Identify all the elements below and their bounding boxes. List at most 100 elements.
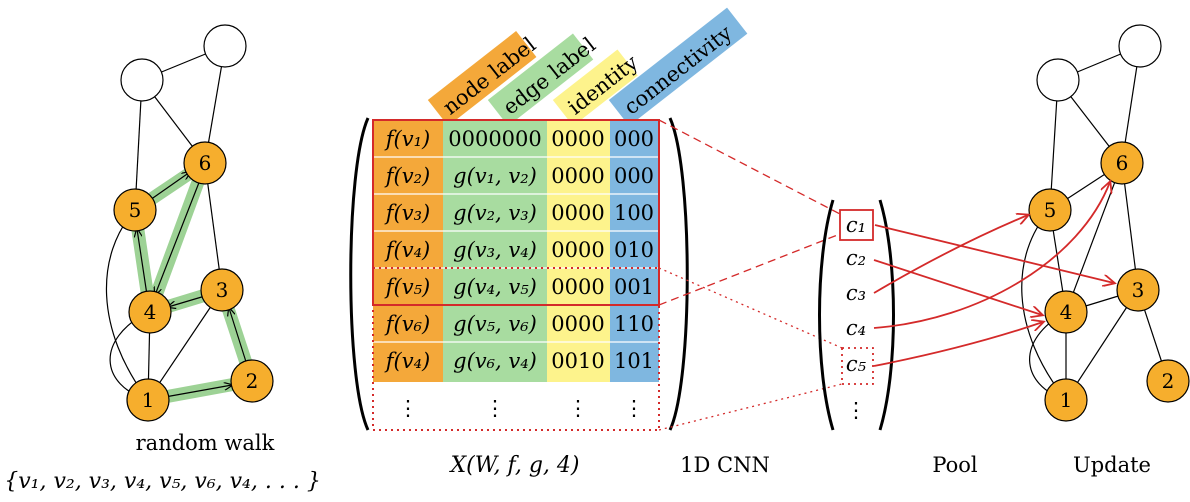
random-walk-caption: random walk — [136, 431, 275, 455]
right-node-label: 4 — [1060, 300, 1073, 324]
cnn-caption: 1D CNN — [680, 453, 770, 477]
matrix-cell: 0000 — [551, 312, 604, 336]
right-node-6 — [1100, 141, 1144, 185]
matrix-cell: 110 — [614, 312, 654, 336]
matrix-cell: f(v₆) — [384, 312, 430, 336]
pool-caption: Pool — [932, 453, 978, 477]
feature-matrix: node label edge label identity connectiv… — [349, 7, 748, 478]
left-node-label: 2 — [246, 369, 259, 393]
cnn-output-c4: c₄ — [846, 316, 866, 340]
matrix-cell: g(v₁, v₂) — [453, 164, 537, 188]
arrow-c2-to-4 — [873, 259, 1042, 315]
cnn-output-vector: c₁ c₂ c₃ c₄ c₅ ⋮ 1D CNN Pool — [680, 199, 978, 477]
matrix-cell: f(v₄) — [384, 349, 430, 373]
left-node-5 — [113, 188, 157, 232]
c1-highlight-box — [839, 209, 874, 241]
right-graph-nodes — [1028, 24, 1190, 422]
matrix-cell: f(v₂) — [384, 164, 430, 188]
update-caption: Update — [1073, 453, 1151, 477]
conv-window-solid — [372, 119, 660, 306]
walk-formula: W = {v₁, v₂, v₃, v₄, v₅, v₆, v₄, . . . } — [0, 469, 321, 494]
matrix-cell: g(v₆, v₄) — [453, 349, 537, 373]
header-edge-label-bg — [487, 33, 594, 126]
cnn-output-c3: c₃ — [846, 281, 866, 305]
matrix-cell: 010 — [614, 238, 654, 262]
matrix-cell: f(v₅) — [384, 275, 430, 299]
left-node-2 — [230, 359, 274, 403]
right-node-2 — [1146, 359, 1190, 403]
left-graph: 6 5 3 4 1 2 random walk W = {v₁, v₂, v₃,… — [0, 24, 321, 494]
cnn-left-paren — [818, 199, 835, 431]
update-arrows — [873, 182, 1114, 367]
matrix-cell: 0000 — [551, 275, 604, 299]
matrix-ellipsis: ⋮ — [568, 396, 589, 420]
matrix-caption: X(W, f, g, 4) — [449, 453, 580, 478]
left-node-label: 3 — [216, 278, 229, 302]
left-graph-nodes — [113, 24, 274, 422]
left-empty-node-a — [120, 58, 164, 102]
matrix-cell: 000 — [614, 127, 654, 151]
matrix-cell: 0000 — [551, 238, 604, 262]
right-node-5 — [1028, 188, 1072, 232]
left-node-label: 4 — [144, 300, 157, 324]
random-walk-arrows — [137, 172, 248, 398]
cnn-outputs: c₁ c₂ c₃ c₄ c₅ ⋮ — [846, 213, 867, 422]
left-empty-node-b — [203, 24, 247, 68]
cnn-right-paren — [878, 199, 895, 431]
right-empty-node-b — [1118, 24, 1162, 68]
arrow-c1-to-3 — [874, 224, 1114, 283]
matrix-cell: g(v₂, v₃) — [453, 201, 537, 225]
matrix-cell: 0010 — [551, 349, 604, 373]
cnn-output-c1: c₁ — [846, 213, 866, 237]
matrix-cells: f(v₁) 0000000 0000 000 f(v₂) g(v₁, v₂) 0… — [384, 127, 654, 420]
arrow-c4-to-6 — [873, 182, 1110, 329]
matrix-ellipsis: ⋮ — [624, 396, 645, 420]
right-node-1 — [1044, 378, 1088, 422]
right-node-label: 2 — [1162, 369, 1175, 393]
left-node-4 — [128, 290, 172, 334]
left-graph-node-labels: 6 5 3 4 1 2 — [129, 151, 259, 412]
matrix-cell: 101 — [614, 349, 654, 373]
matrix-cell: 0000000 — [448, 127, 542, 151]
matrix-left-paren — [349, 117, 370, 431]
matrix-ellipsis: ⋮ — [485, 396, 506, 420]
arrow-c3-to-5 — [873, 215, 1028, 294]
cnn-output-c2: c₂ — [846, 246, 866, 270]
matrix-ellipsis: ⋮ — [398, 396, 419, 420]
left-node-label: 1 — [142, 388, 155, 412]
left-node-6 — [183, 141, 227, 185]
matrix-cell: f(v₃) — [384, 201, 430, 225]
header-connectivity-bg — [608, 7, 748, 126]
left-node-3 — [200, 268, 244, 312]
c5-highlight-box — [841, 347, 874, 385]
matrix-cell: g(v₃, v₄) — [453, 238, 537, 262]
right-node-label: 1 — [1060, 388, 1073, 412]
right-node-4 — [1044, 290, 1088, 334]
matrix-cell: g(v₅, v₆) — [453, 312, 537, 336]
matrix-column-backgrounds — [373, 120, 659, 382]
right-graph-node-labels: 6 5 3 4 1 2 — [1044, 151, 1175, 412]
right-node-label: 5 — [1044, 198, 1057, 222]
matrix-right-paren — [668, 117, 689, 431]
right-node-label: 3 — [1132, 278, 1145, 302]
matrix-cell: f(v₄) — [384, 238, 430, 262]
projection-lines — [658, 119, 843, 431]
matrix-headers: node label edge label identity connectiv… — [427, 7, 748, 126]
header-identity-bg — [552, 49, 638, 126]
matrix-cell: 001 — [614, 275, 654, 299]
right-node-label: 6 — [1116, 151, 1129, 175]
right-node-3 — [1116, 268, 1160, 312]
cnn-output-c5: c₅ — [846, 352, 867, 376]
left-node-label: 6 — [199, 151, 212, 175]
matrix-cell: g(v₄, v₅) — [453, 275, 537, 299]
left-node-1 — [126, 378, 170, 422]
right-empty-node-a — [1036, 58, 1080, 102]
matrix-cell: 0000 — [551, 164, 604, 188]
matrix-cell: 100 — [614, 201, 654, 225]
matrix-cell: f(v₁) — [384, 127, 430, 151]
matrix-cell: 0000 — [551, 127, 604, 151]
header-node-label-bg — [427, 31, 537, 126]
arrow-c5-to-4 — [873, 322, 1043, 367]
left-node-label: 5 — [129, 198, 142, 222]
